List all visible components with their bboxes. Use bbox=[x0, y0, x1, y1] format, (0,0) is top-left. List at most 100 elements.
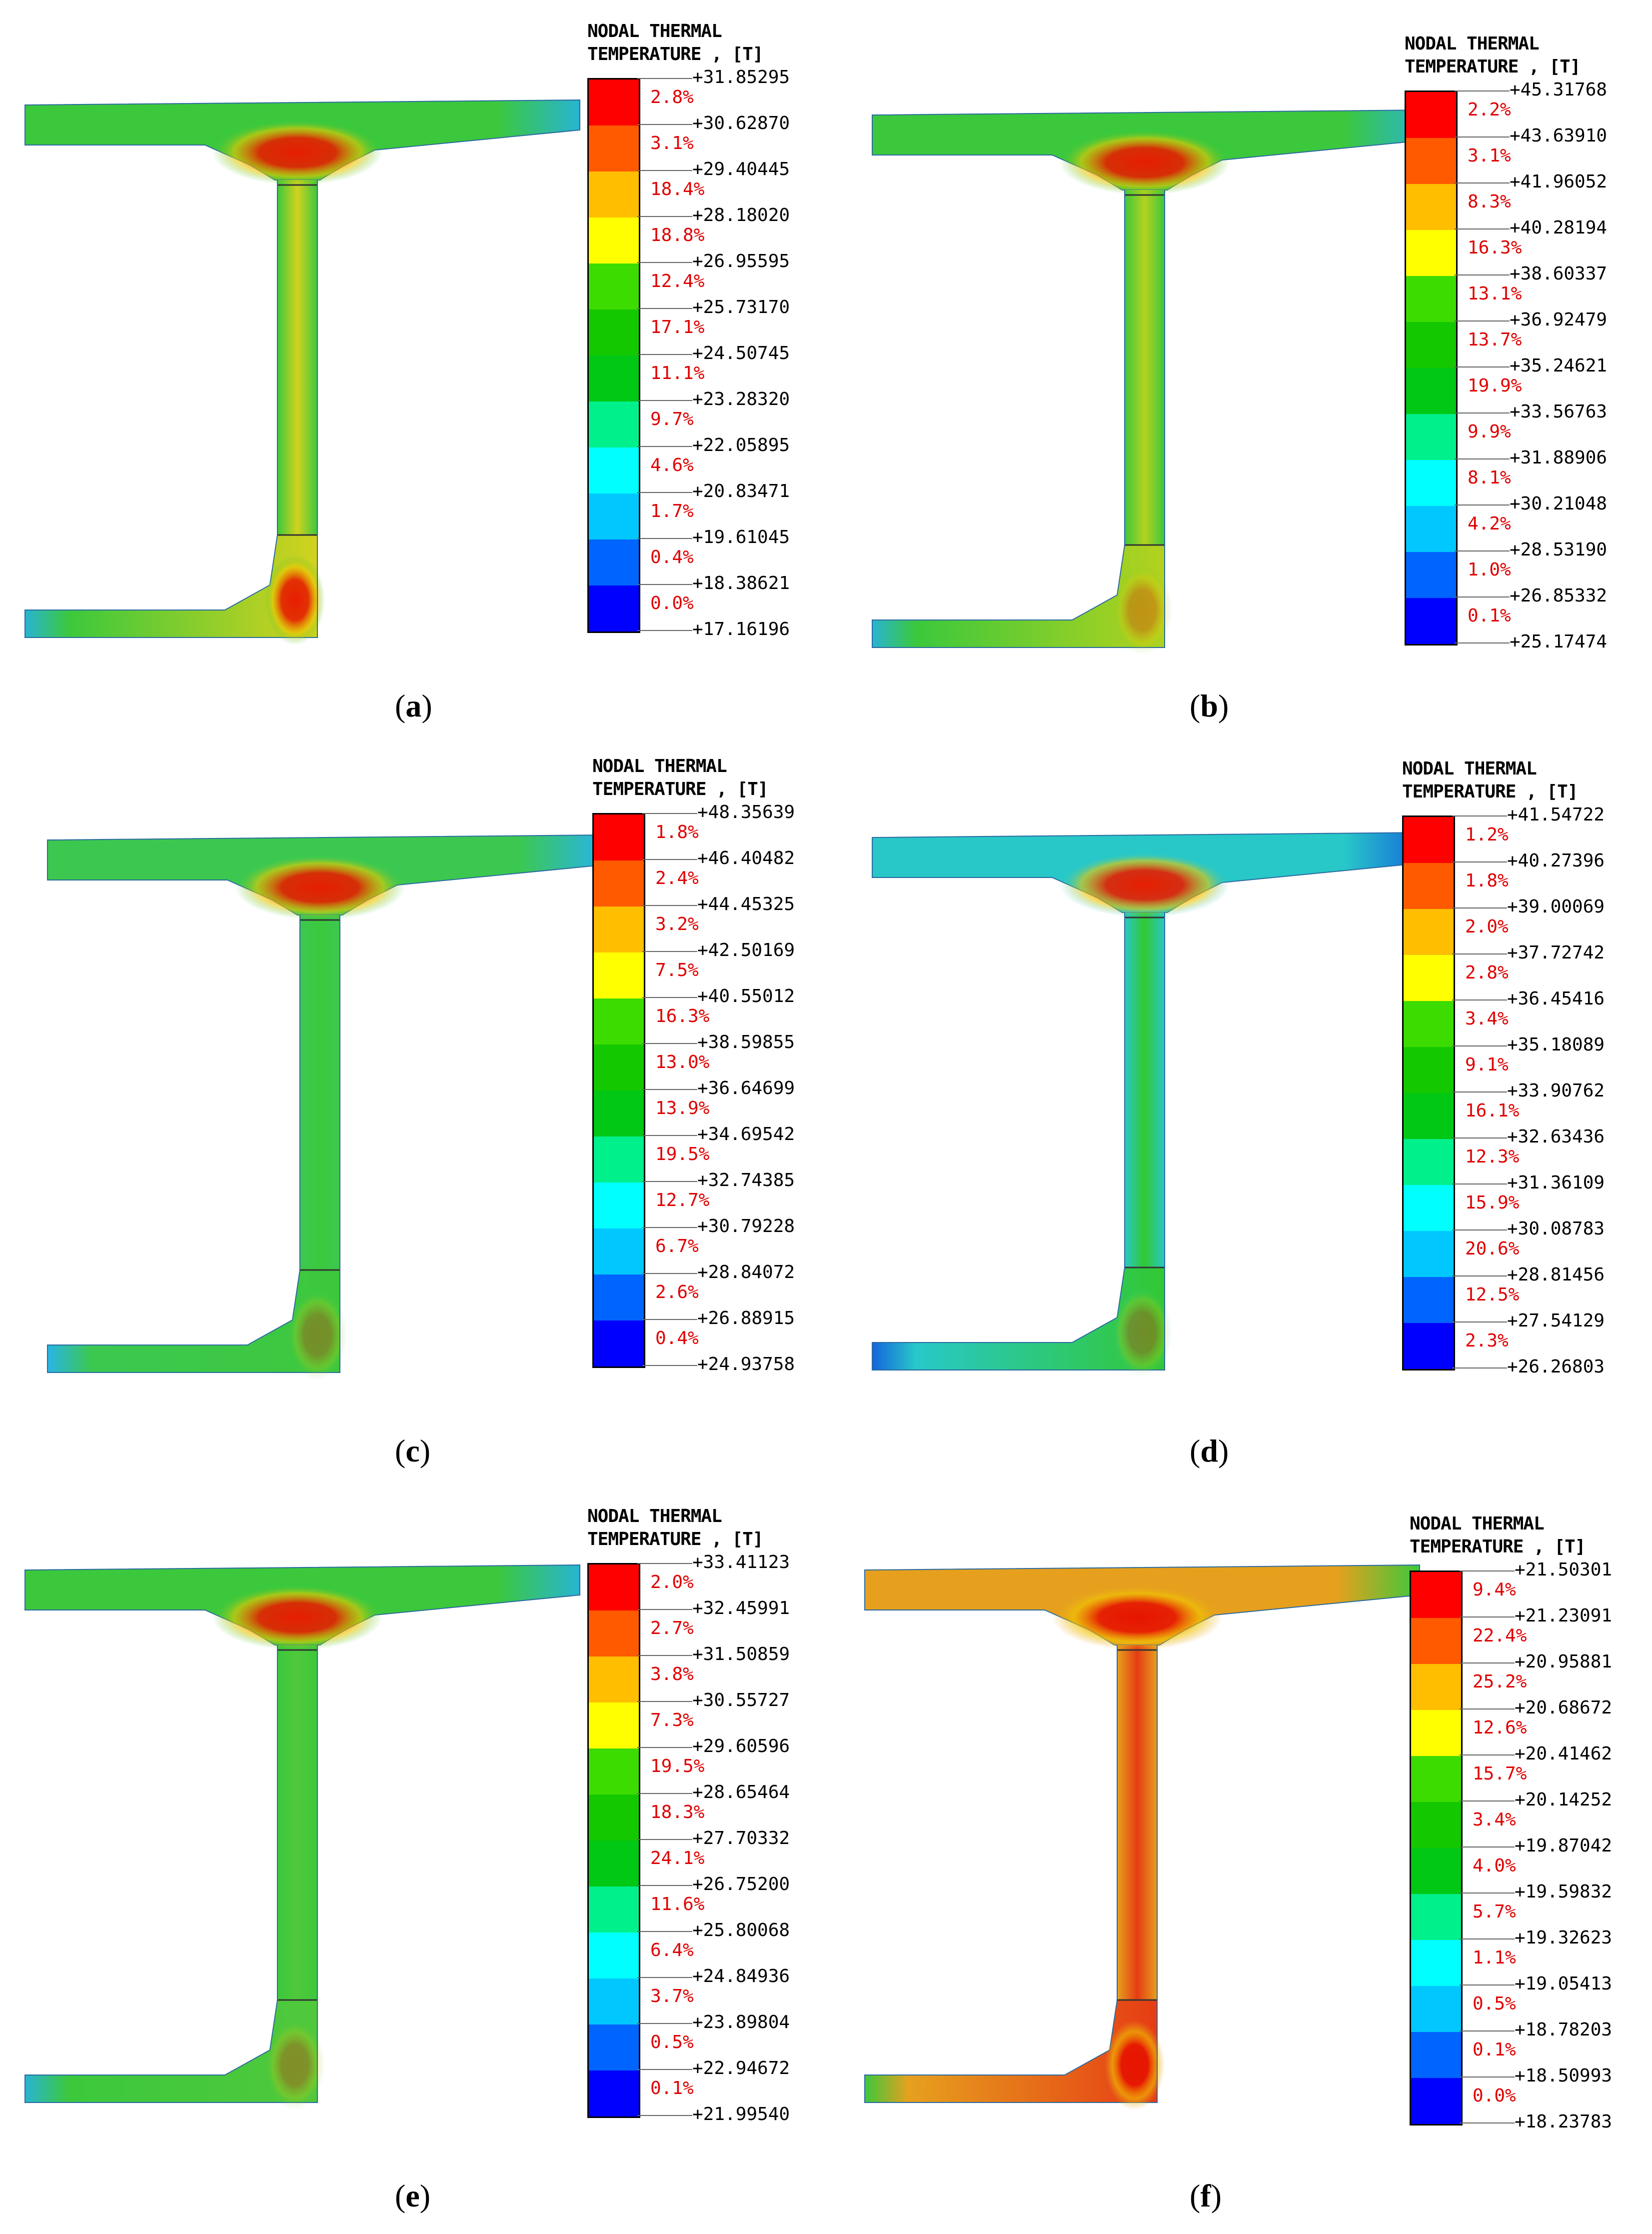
legend-b: NODAL THERMAL TEMPERATURE , [T] +45.31768… bbox=[1405, 32, 1645, 662]
percent-label: 5.7% bbox=[1473, 1902, 1516, 1922]
color-swatch bbox=[589, 1748, 639, 1794]
beam-section-a bbox=[24, 99, 580, 645]
color-swatch bbox=[1406, 552, 1456, 598]
value-label: +40.27396 bbox=[1507, 850, 1605, 871]
percent-label: 18.8% bbox=[650, 225, 705, 246]
color-swatch bbox=[589, 402, 639, 448]
tick-line bbox=[637, 400, 692, 401]
value-label: +21.99540 bbox=[692, 2104, 790, 2124]
tick-line bbox=[642, 905, 697, 906]
color-swatch bbox=[594, 1320, 644, 1366]
percent-label: 13.9% bbox=[655, 1098, 710, 1118]
legend-title: NODAL THERMAL TEMPERATURE , [T] bbox=[1410, 1514, 1586, 1557]
value-label: +40.28194 bbox=[1510, 218, 1608, 238]
tick-line bbox=[637, 492, 692, 493]
legend-title: NODAL THERMAL TEMPERATURE , [T] bbox=[1402, 758, 1578, 802]
percent-label: 3.4% bbox=[1465, 1008, 1509, 1029]
color-swatch bbox=[1406, 368, 1456, 414]
value-label: +28.18020 bbox=[692, 205, 790, 226]
legend-title: NODAL THERMAL TEMPERATURE , [T] bbox=[592, 756, 768, 800]
percent-label: 24.1% bbox=[650, 1848, 705, 1868]
tick-line bbox=[1460, 1846, 1515, 1848]
percent-label: 3.7% bbox=[650, 1986, 694, 2006]
value-label: +42.50169 bbox=[697, 940, 795, 960]
tick-line bbox=[1460, 1570, 1515, 1572]
value-label: +31.85295 bbox=[692, 67, 790, 88]
percent-label: 3.1% bbox=[650, 133, 694, 154]
caption-letter: a bbox=[405, 688, 422, 724]
percent-label: 9.7% bbox=[650, 409, 694, 430]
percent-label: 15.9% bbox=[1465, 1192, 1520, 1213]
value-label: +27.70332 bbox=[692, 1828, 790, 1848]
value-label: +38.60337 bbox=[1510, 264, 1608, 284]
tick-line bbox=[637, 584, 692, 585]
value-label: +30.08783 bbox=[1507, 1218, 1605, 1239]
legend-body: +45.31768 +43.63910 +41.96052 +40.28194 +38.… bbox=[1405, 80, 1645, 662]
color-swatch bbox=[589, 586, 639, 632]
color-swatch bbox=[589, 1610, 639, 1656]
value-label: +30.79228 bbox=[697, 1216, 795, 1236]
tick-line bbox=[1460, 1938, 1515, 1940]
tick-line bbox=[642, 813, 697, 814]
beam-section-c bbox=[47, 834, 603, 1380]
percent-label: 18.3% bbox=[650, 1802, 705, 1822]
value-label: +20.95881 bbox=[1515, 1652, 1613, 1672]
tick-line bbox=[1455, 228, 1510, 230]
tick-line bbox=[637, 1931, 692, 1932]
color-bar bbox=[1410, 1570, 1463, 2126]
percent-label: 3.4% bbox=[1473, 1810, 1516, 1830]
value-label: +48.35639 bbox=[697, 802, 795, 822]
percent-label: 16.3% bbox=[655, 1006, 710, 1026]
tick-line bbox=[1455, 366, 1510, 368]
color-swatch bbox=[594, 860, 644, 906]
tick-line bbox=[1460, 1616, 1515, 1618]
color-swatch bbox=[1406, 598, 1456, 644]
value-label: +28.81456 bbox=[1507, 1264, 1605, 1285]
percent-label: 8.1% bbox=[1468, 468, 1511, 488]
tick-line bbox=[637, 2023, 692, 2024]
tick-line bbox=[642, 997, 697, 998]
percent-label: 0.1% bbox=[650, 2078, 694, 2098]
color-swatch bbox=[1406, 138, 1456, 184]
percent-label: 0.0% bbox=[650, 593, 694, 614]
color-swatch bbox=[594, 814, 644, 860]
color-swatch bbox=[1406, 506, 1456, 552]
tick-line bbox=[1460, 1892, 1515, 1894]
color-swatch bbox=[594, 1274, 644, 1320]
percent-label: 2.8% bbox=[1465, 962, 1509, 983]
tick-line bbox=[642, 1273, 697, 1274]
value-label: +34.69542 bbox=[697, 1124, 795, 1144]
percent-label: 19.9% bbox=[1468, 376, 1522, 396]
color-swatch bbox=[1404, 1185, 1454, 1231]
value-label: +29.40445 bbox=[692, 159, 790, 180]
color-bar bbox=[592, 813, 645, 1368]
tick-line bbox=[637, 2115, 692, 2116]
color-swatch bbox=[1404, 1093, 1454, 1139]
value-label: +46.40482 bbox=[697, 848, 795, 868]
percent-label: 0.5% bbox=[650, 2032, 694, 2052]
value-label: +43.63910 bbox=[1510, 126, 1608, 146]
value-label: +19.05413 bbox=[1515, 1974, 1613, 1994]
legend-e: NODAL THERMAL TEMPERATURE , [T] +33.41123… bbox=[587, 1505, 827, 2135]
tick-line bbox=[642, 1043, 697, 1044]
percent-label: 2.2% bbox=[1468, 100, 1511, 120]
percent-label: 12.5% bbox=[1465, 1284, 1520, 1305]
tick-line bbox=[1455, 504, 1510, 506]
tick-line bbox=[1455, 90, 1510, 92]
percent-label: 0.1% bbox=[1473, 2040, 1516, 2060]
value-label: +25.80068 bbox=[692, 1920, 790, 1940]
percent-label: 6.7% bbox=[655, 1236, 699, 1256]
percent-label: 9.1% bbox=[1465, 1054, 1509, 1075]
tick-line bbox=[642, 1227, 697, 1228]
value-label: +29.60596 bbox=[692, 1736, 790, 1756]
color-swatch bbox=[1411, 1572, 1461, 1618]
legend-body: +33.41123 +32.45991 +31.50859 +30.55727 +29.… bbox=[587, 1552, 827, 2135]
value-label: +28.53190 bbox=[1510, 540, 1608, 560]
percent-label: 0.1% bbox=[1468, 606, 1511, 626]
percent-label: 12.3% bbox=[1465, 1146, 1520, 1167]
tick-line bbox=[637, 1977, 692, 1978]
color-swatch bbox=[1404, 1277, 1454, 1323]
percent-label: 2.0% bbox=[1465, 916, 1509, 937]
tick-line bbox=[642, 1089, 697, 1090]
beam-section-f bbox=[864, 1564, 1420, 2110]
